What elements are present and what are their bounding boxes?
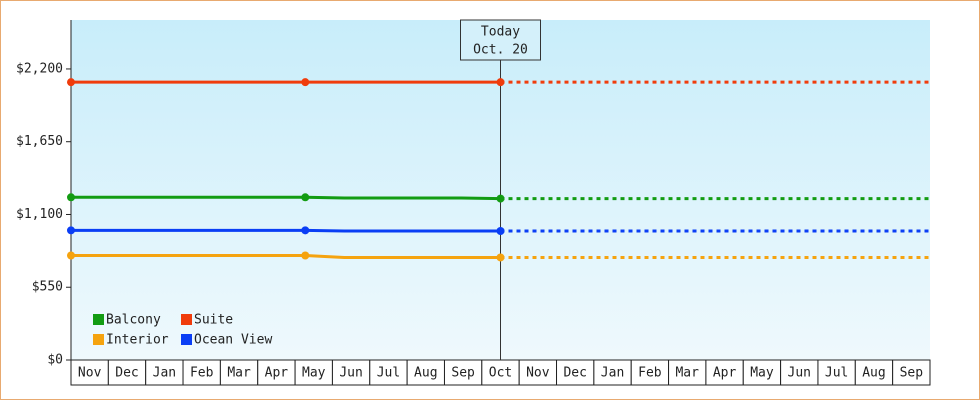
x-tick-label: Dec xyxy=(563,366,586,381)
point xyxy=(496,194,505,203)
x-tick-label: Oct xyxy=(489,366,512,381)
point xyxy=(301,226,310,235)
x-tick-label: Nov xyxy=(78,366,102,381)
x-tick-label: May xyxy=(750,366,774,381)
price-line xyxy=(71,253,501,259)
point xyxy=(301,251,310,260)
legend-label: Interior xyxy=(106,333,169,348)
point xyxy=(67,78,75,87)
x-tick-label: Jul xyxy=(377,366,400,381)
point xyxy=(496,253,505,262)
x-tick-label: Sep xyxy=(900,366,924,381)
legend-label: Balcony xyxy=(106,313,161,328)
x-tick-label: Jul xyxy=(825,366,848,381)
x-tick-label: Mar xyxy=(675,366,699,381)
x-tick-label: Jan xyxy=(601,366,624,381)
month-cell xyxy=(294,359,333,386)
point xyxy=(67,226,75,235)
y-tick-label: $0 xyxy=(47,353,63,368)
x-tick-label: Sep xyxy=(451,366,475,381)
y-tick-label: $550 xyxy=(32,280,63,295)
point xyxy=(496,78,505,87)
month-cell xyxy=(70,359,109,386)
x-tick-label: Jun xyxy=(339,366,362,381)
price-line xyxy=(71,195,501,201)
x-tick-label: Apr xyxy=(713,366,737,381)
today-label: Oct. 20 xyxy=(473,43,528,58)
point xyxy=(301,193,310,202)
month-cell xyxy=(145,359,184,386)
month-cell xyxy=(630,359,670,386)
month-cell xyxy=(668,359,707,386)
x-tick-label: Nov xyxy=(526,366,550,381)
month-cell xyxy=(219,359,259,386)
price-line xyxy=(71,228,501,233)
legend-swatch xyxy=(181,334,192,345)
month-cell xyxy=(182,359,221,386)
point xyxy=(67,251,75,260)
month-cell xyxy=(257,359,296,386)
today-box xyxy=(460,19,541,61)
x-tick-label: Apr xyxy=(265,366,289,381)
x-tick-label: May xyxy=(302,366,326,381)
month-cell xyxy=(742,359,782,386)
month-cell xyxy=(892,359,931,386)
y-tick-label: $2,200 xyxy=(16,61,63,76)
y-tick-label: $1,100 xyxy=(16,207,63,222)
month-cell xyxy=(107,359,147,386)
point xyxy=(67,193,75,202)
legend-swatch xyxy=(93,334,104,345)
x-tick-label: Feb xyxy=(638,366,662,381)
x-tick-label: Mar xyxy=(227,366,251,381)
x-tick-label: Jan xyxy=(153,366,176,381)
month-cell xyxy=(518,359,558,386)
x-tick-label: Feb xyxy=(190,366,214,381)
legend-label: Suite xyxy=(194,313,233,328)
today-label: Today xyxy=(481,25,520,40)
point xyxy=(301,78,310,87)
x-tick-label: Jun xyxy=(788,366,811,381)
legend-label: Ocean View xyxy=(194,333,272,348)
legend-swatch xyxy=(93,314,104,325)
month-cell xyxy=(556,359,595,386)
month-cell xyxy=(780,359,819,386)
x-tick-label: Aug xyxy=(862,366,885,381)
y-tick-label: $1,650 xyxy=(16,134,63,149)
month-cell xyxy=(406,359,445,386)
legend-swatch xyxy=(181,314,192,325)
x-tick-label: Aug xyxy=(414,366,437,381)
point xyxy=(496,227,505,236)
month-cell xyxy=(369,359,408,386)
month-cell xyxy=(705,359,744,386)
month-cell xyxy=(331,359,371,386)
month-cell xyxy=(593,359,632,386)
x-tick-label: Dec xyxy=(115,366,138,381)
